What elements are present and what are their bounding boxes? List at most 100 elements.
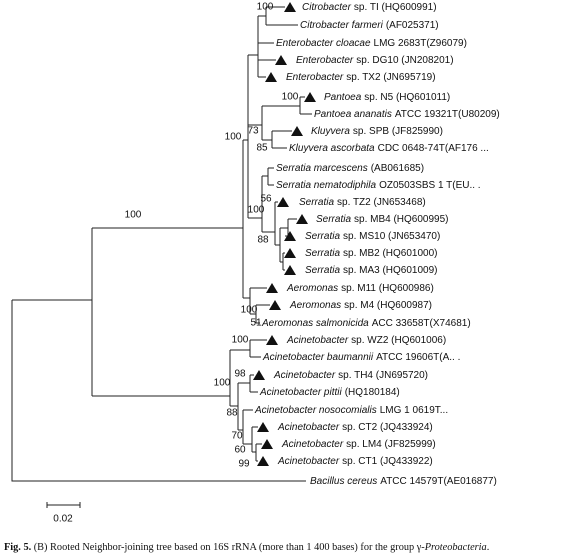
leaf-id: sp. CT2 (JQ433924)	[342, 422, 433, 433]
bootstrap-value: 85	[256, 143, 268, 154]
leaf-name: Kluyvera ascorbata	[289, 143, 375, 154]
leaf-label: Serratia nematodiphila OZ0503SBS 1 T(EU..…	[276, 180, 481, 191]
leaf-id: sp. TH4 (JN695720)	[338, 370, 428, 381]
leaf-id: sp. LM4 (JF825999)	[346, 439, 436, 450]
bootstrap-value: 100	[248, 205, 265, 216]
leaf-label: Enterobacter cloacae LMG 2683T(Z96079)	[276, 38, 467, 49]
leaf-name: Pantoea ananatis	[314, 109, 392, 120]
leaf-id: (AF025371)	[386, 20, 439, 31]
leaf-label: Enterobacter sp. TX2 (JN695719)	[286, 72, 436, 83]
bootstrap-value: 100	[214, 378, 231, 389]
bootstrap-value: 60	[234, 445, 246, 456]
leaf-name: Acinetobacter nosocomialis	[254, 405, 377, 416]
bootstrap-value: 70	[231, 431, 243, 442]
bootstrap-value: 51	[250, 318, 262, 329]
leaf-id: (AB061685)	[371, 163, 424, 174]
leaf-id: OZ0503SBS 1 T(EU.. .	[379, 180, 481, 191]
leaf-id: sp. M4 (HQ600987)	[344, 300, 432, 311]
caption: Fig. 5. (B) Rooted Neighbor-joining tree…	[4, 542, 489, 553]
leaf-label: Aeromonas salmonicida ACC 33658T(X74681)	[261, 318, 471, 329]
caption-label: Fig. 5.	[4, 542, 32, 553]
leaf-name: Citrobacter	[302, 2, 352, 13]
leaf-label: Acinetobacter sp. CT1 (JQ433922)	[277, 456, 433, 467]
leaf-name: Serratia	[305, 231, 340, 242]
leaf-name: Serratia	[305, 248, 340, 259]
leaf-name: Enterobacter	[296, 55, 354, 66]
caption-italic: Proteobacteria	[424, 542, 487, 553]
leaf-marker	[284, 231, 296, 241]
bootstrap-value: 88	[257, 235, 269, 246]
leaf-marker	[291, 126, 303, 136]
leaf-marker	[257, 456, 269, 466]
leaf-marker	[266, 283, 278, 293]
bootstrap-value: 88	[226, 408, 238, 419]
leaf-name: Serratia	[316, 214, 351, 225]
leaf-name: Enterobacter	[286, 72, 344, 83]
leaf-id: sp. DG10 (JN208201)	[356, 55, 453, 66]
leaf-label: Kluyvera sp. SPB (JF825990)	[311, 126, 443, 137]
bootstrap-value: 73	[247, 126, 259, 137]
leaf-label: Acinetobacter sp. CT2 (JQ433924)	[277, 422, 433, 433]
leaf-marker	[275, 55, 287, 65]
leaf-name: Acinetobacter baumannii	[262, 352, 374, 363]
leaf-id: sp. MB4 (HQ600995)	[354, 214, 449, 225]
leaf-id: sp. SPB (JF825990)	[353, 126, 443, 137]
leaf-name: Bacillus cereus	[310, 476, 377, 487]
leaf-label: Acinetobacter sp. LM4 (JF825999)	[281, 439, 436, 450]
bootstrap-value: 100	[225, 132, 242, 143]
leaf-id: LMG 2683T(Z96079)	[374, 38, 467, 49]
leaf-label: Pantoea ananatis ATCC 19321T(U80209)	[314, 109, 500, 120]
leaf-name: Enterobacter cloacae	[276, 38, 371, 49]
leaf-marker	[257, 422, 269, 432]
leaf-name: Acinetobacter	[277, 422, 340, 433]
leaf-label: Pantoea sp. N5 (HQ601011)	[324, 92, 450, 103]
scale-bar	[46, 502, 81, 508]
leaf-label: Bacillus cereus ATCC 14579T(AE016877)	[310, 476, 497, 487]
leaf-label: Serratia sp. MB4 (HQ600995)	[316, 214, 449, 225]
bootstrap-value: 100	[257, 2, 274, 13]
leaf-name: Serratia nematodiphila	[276, 180, 376, 191]
leaf-label: Acinetobacter pittii (HQ180184)	[259, 387, 400, 398]
leaf-name: Citrobacter farmeri	[300, 20, 384, 31]
leaf-label: Enterobacter sp. DG10 (JN208201)	[296, 55, 454, 66]
bootstrap-value: 100	[241, 305, 258, 316]
leaf-id: CDC 0648-74T(AF176 ...	[378, 143, 489, 154]
leaf-name: Aeromonas salmonicida	[261, 318, 369, 329]
leaf-id: sp. TX2 (JN695719)	[346, 72, 435, 83]
bootstrap-value: 100	[282, 92, 299, 103]
leaf-name: Aeromonas	[286, 283, 338, 294]
leaf-marker	[304, 92, 316, 102]
leaf-label: Aeromonas sp. M4 (HQ600987)	[289, 300, 432, 311]
leaf-id: sp. MA3 (HQ601009)	[343, 265, 438, 276]
leaf-marker	[284, 248, 296, 258]
leaf-name: Serratia	[299, 197, 334, 208]
leaf-marker	[261, 439, 273, 449]
leaf-id: sp. CT1 (JQ433922)	[342, 456, 433, 467]
leaf-id: sp. MS10 (JN653470)	[343, 231, 440, 242]
leaf-label: Acinetobacter nosocomialis LMG 1 0619T...	[254, 405, 448, 416]
leaf-name: Pantoea	[324, 92, 362, 103]
leaf-name: Acinetobacter	[277, 456, 340, 467]
leaf-marker	[277, 197, 289, 207]
leaf-id: ACC 33658T(X74681)	[372, 318, 471, 329]
leaf-name: Serratia marcescens	[276, 163, 368, 174]
leaf-label: Serratia sp. MB2 (HQ601000)	[305, 248, 438, 259]
leaf-id: LMG 1 0619T...	[380, 405, 448, 416]
leaf-marker	[266, 335, 278, 345]
bootstrap-value: 98	[234, 369, 246, 380]
leaf-marker	[284, 265, 296, 275]
leaf-id: sp. M11 (HQ600986)	[341, 283, 434, 294]
caption-end: .	[487, 542, 490, 553]
bootstrap-value: 100	[232, 335, 249, 346]
leaf-id: sp. TI (HQ600991)	[354, 2, 437, 13]
leaf-label: Serratia sp. TZ2 (JN653468)	[299, 197, 426, 208]
leaf-id: sp. WZ2 (HQ601006)	[351, 335, 446, 346]
leaf-marker	[253, 370, 265, 380]
leaf-label: Serratia sp. MS10 (JN653470)	[305, 231, 440, 242]
leaf-label: Citrobacter sp. TI (HQ600991)	[302, 2, 437, 13]
leaf-id: sp. TZ2 (JN653468)	[337, 197, 426, 208]
leaf-label: Aeromonas sp. M11 (HQ600986)	[286, 283, 434, 294]
leaf-name: Acinetobacter pittii	[259, 387, 342, 398]
leaf-label: Kluyvera ascorbata CDC 0648-74T(AF176 ...	[289, 143, 489, 154]
